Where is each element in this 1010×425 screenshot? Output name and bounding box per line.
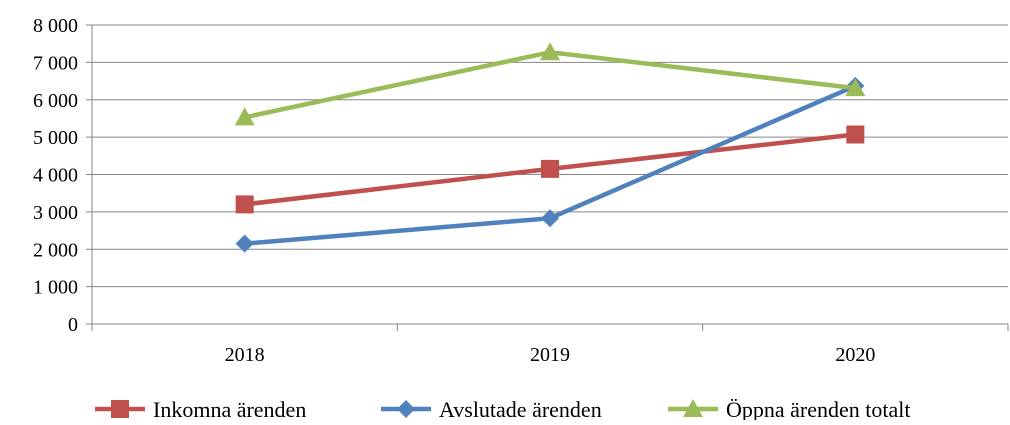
x-tick-label: 2020 (835, 344, 875, 366)
data-point (846, 125, 865, 144)
data-point (541, 209, 559, 228)
data-point (234, 107, 255, 126)
y-tick-label: 4 000 (33, 165, 78, 187)
legend-diamond-marker (397, 400, 415, 418)
series-2 (234, 42, 866, 126)
y-tick-label: 8 000 (33, 15, 78, 37)
y-tick-label: 0 (68, 314, 78, 336)
legend-entry: Öppna ärenden totalt (668, 397, 911, 422)
series-0 (235, 125, 865, 214)
data-point (541, 159, 559, 178)
y-tick-label: 6 000 (33, 90, 78, 112)
legend-entry: Inkomna ärenden (95, 397, 306, 422)
series-lines (234, 42, 866, 253)
data-point (235, 234, 254, 253)
legend-square-marker (111, 400, 129, 418)
legend-triangle-marker (683, 399, 703, 417)
axes: 0 1 000 2 000 3 000 4 000 5 000 6 000 7 000 8 00… (33, 15, 1009, 366)
x-tick-label: 2019 (530, 344, 570, 366)
x-tick-label: 2018 (225, 344, 265, 366)
data-point (540, 42, 560, 61)
legend-label: Avslutade ärenden (439, 397, 602, 420)
data-point (235, 195, 254, 214)
legend-label: Inkomna ärenden (153, 397, 306, 420)
legend-entry: Avslutade ärenden (381, 397, 602, 422)
y-tick-label: 2 000 (33, 239, 78, 261)
legend: Inkomna ärenden Avslutade ärenden Öppna är… (95, 397, 911, 422)
y-tick-label: 3 000 (33, 202, 78, 224)
data-point (845, 78, 866, 97)
y-tick-label: 1 000 (33, 277, 78, 299)
gridlines (92, 24, 1008, 288)
y-tick-label: 5 000 (33, 127, 78, 149)
legend-label: Öppna ärenden totalt (726, 397, 911, 420)
y-tick-label: 7 000 (33, 52, 78, 74)
